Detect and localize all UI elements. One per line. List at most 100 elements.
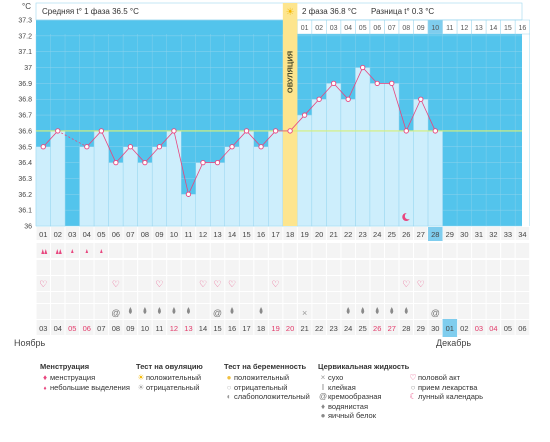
temp-point [331,80,337,87]
top-day-label: 07 [388,25,396,32]
cervical-row-cell [36,304,51,319]
cycle-day-row-cell [254,227,268,240]
legend-lunar: ☾лунный календарь [409,392,484,402]
spiral-icon: @ [431,308,440,318]
temp-bar [50,130,66,227]
menstruation-row-cell [167,243,181,258]
row-empty-1-cell [51,260,65,275]
menstruation-icon [41,249,45,254]
heart-icon: ♡ [112,279,120,289]
temp-bar [166,130,182,227]
legend-medication: ○ прием лекарства [408,383,483,393]
row-empty-1-cell [152,260,167,275]
row-empty-2-cell [457,292,472,303]
menstruation-row-cell [283,243,297,258]
date-row-cell [341,320,355,335]
cycle-day-label: 15 [242,230,250,239]
temp-bar [210,162,225,227]
date-label: 29 [417,324,425,333]
row-empty-1-cell [80,260,94,275]
cervical-row-cell [65,304,80,319]
date-label: 24 [344,324,352,333]
cycle-day-row-cell [152,227,167,240]
cycle-day-row-cell [109,227,123,240]
legend-cervical-watery: ♦ водянистая [318,402,409,412]
menstruation-row-cell [196,243,210,258]
date-label: 06 [83,324,91,333]
sun-icon: ☀ [286,7,295,18]
spiral-icon: @ [318,392,328,402]
row-empty-2-cell [341,292,355,303]
temp-line-segment [362,67,378,84]
cycle-day-label: 29 [446,230,454,239]
row-empty-2-cell [225,292,239,303]
cervical-row-cell [268,304,283,319]
cycle-day-row-cell [36,227,51,240]
cycle-day-row-cell [225,227,239,240]
circle-yellow-icon: ● [226,373,232,382]
legend-ovulation-negative: ☀отрицательный [137,382,200,392]
temp-bar [239,130,254,227]
date-label: 08 [112,324,120,333]
date-label: 07 [97,324,105,333]
heart-row-cell [210,276,225,291]
date-row-cell [152,320,167,335]
temp-line-segment [391,83,407,132]
date-row-cell [181,320,196,335]
menstruation-row-cell [486,243,501,258]
temp-bar [137,162,153,227]
ovulation-label: ОВУЛЯЦИЯ [286,51,295,93]
legend-menstruation-title: Менструация [40,362,90,371]
cycle-day-label: 32 [489,230,497,239]
legend-spotting-item: ♦ небольшие выделения [40,383,129,393]
date-row-cell [123,320,138,335]
date-label: 06 [518,324,526,333]
temp-point [243,128,250,134]
sun-icon: ☀ [137,373,145,382]
moon-cutout [404,212,412,220]
circle-white-icon: ○ [226,382,232,392]
date-label: 01 [446,324,454,333]
top-day-cell [514,19,530,35]
cycle-day-label: 34 [518,230,526,239]
row-empty-1-cell [370,260,384,275]
row-empty-1-cell [254,260,268,275]
temp-line-segment [260,130,276,148]
row-empty-1-cell [443,260,457,275]
sticky-icon: I [321,382,325,392]
temp-line-segment [100,130,117,163]
cycle-day-label: 20 [315,230,323,239]
cycle-day-label: 03 [68,230,76,239]
cycle-day-row-cell [297,227,312,240]
cycle-day-label: 08 [141,230,149,239]
row-empty-1-cell [515,260,530,275]
menstruation-row-cell [399,243,414,258]
date-label: 25 [359,324,367,333]
heart-icon: ♡ [417,279,425,289]
temp-point [360,64,366,71]
date-row-cell [225,320,239,335]
temp-line-segment [405,99,422,132]
cervical-row-cell [457,304,472,319]
cycle-day-label: 11 [185,230,193,239]
y-tick-label: 36.5 [18,144,32,151]
row-empty-2-cell [443,292,457,303]
heart-icon: ♡ [199,279,207,289]
date-row-cell [51,320,65,335]
cycle-day-row-cell [472,227,486,240]
cycle-day-label: 02 [54,230,62,239]
heart-row-cell [472,276,486,291]
top-day-label: 09 [417,25,425,32]
date-row-cell [36,320,51,335]
cycle-day-row-cell [167,227,181,240]
menstruation-row-cell [515,243,530,258]
drop-icon [390,307,394,314]
temp-line-segment [188,162,204,195]
temp-point [432,128,438,134]
cycle-day-label: 19 [300,230,308,239]
cycle-day-row-cell [80,227,94,240]
symbol-rows: 01 02 03 04 05 06 07 08 09 10 11 12 13 14 15 16 17 18 19 20… [36,227,530,337]
heart-row-cell [414,276,428,291]
temp-line-segment [420,99,436,132]
